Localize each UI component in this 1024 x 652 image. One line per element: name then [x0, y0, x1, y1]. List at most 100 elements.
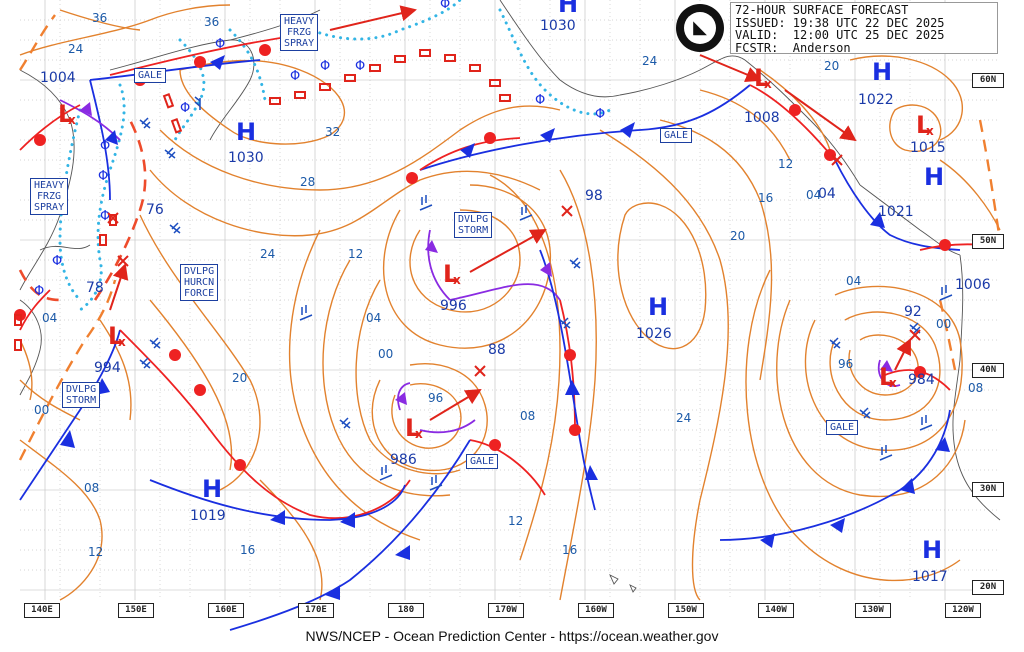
- svg-text:H: H: [922, 536, 942, 564]
- svg-text:Φ: Φ: [290, 69, 300, 84]
- forecast-value: 78: [86, 280, 104, 296]
- fronts: [19, 34, 986, 631]
- isobar-label: 12: [778, 157, 793, 171]
- latitude-label: 50N: [972, 234, 1004, 249]
- svg-text:H: H: [202, 475, 222, 503]
- isobar-label: 00: [378, 347, 393, 361]
- svg-text:x: x: [118, 335, 126, 349]
- isobar-label: 20: [824, 59, 839, 73]
- forecast-value: 04: [818, 186, 836, 202]
- header-forecaster: FCSTR: Anderson: [735, 40, 851, 55]
- isobar-label: 08: [84, 481, 99, 495]
- isobar-label: 36: [204, 15, 219, 29]
- wind-barbs: [139, 96, 953, 491]
- isobar-label: 04: [42, 311, 57, 325]
- pressure-value: 1019: [190, 508, 226, 524]
- pressure-value: 1030: [228, 150, 264, 166]
- svg-text:Φ: Φ: [355, 59, 365, 74]
- svg-text:H: H: [558, 0, 578, 18]
- isobar-label: 20: [730, 229, 745, 243]
- warning-developing-storm: DVLPG STORM: [454, 212, 493, 238]
- svg-text:H: H: [236, 118, 256, 146]
- latitude-label: 40N: [972, 363, 1004, 378]
- svg-text:Φ: Φ: [98, 169, 108, 184]
- isobar-label: 00: [34, 403, 49, 417]
- isobar-label: 24: [68, 42, 83, 56]
- svg-text:Φ: Φ: [34, 284, 44, 299]
- isobar-label: 16: [240, 543, 255, 557]
- pressure-value: 1030: [540, 18, 576, 34]
- pressure-value: 1006: [955, 277, 991, 293]
- svg-text:H: H: [872, 58, 892, 86]
- warning-heavy-freezing-spray: HEAVY FRZG SPRAY: [280, 14, 319, 51]
- svg-text:L: L: [108, 322, 123, 350]
- isobar-label: 16: [562, 543, 577, 557]
- svg-text:x: x: [889, 376, 897, 390]
- isobar-label: 00: [936, 317, 951, 331]
- pressure-value: 1008: [744, 110, 780, 126]
- svg-text:x: x: [926, 124, 934, 138]
- svg-text:x: x: [68, 113, 76, 127]
- header-issued: ISSUED: 19:38 UTC 22 DEC 2025: [735, 15, 945, 30]
- longitude-label: 120W: [945, 603, 981, 618]
- longitude-label: 140E: [24, 603, 60, 618]
- pressure-value: 996: [440, 298, 467, 314]
- isobar-label: 12: [88, 545, 103, 559]
- longitude-label: 140W: [758, 603, 794, 618]
- svg-text:Φ: Φ: [595, 107, 605, 122]
- isobar-label: 08: [520, 409, 535, 423]
- svg-text:L: L: [405, 414, 420, 442]
- warning-gale: GALE: [466, 454, 499, 469]
- isobar-label: 24: [260, 247, 275, 261]
- isobar-label: 08: [968, 381, 983, 395]
- svg-text:H: H: [924, 163, 944, 191]
- longitude-label: 170E: [298, 603, 334, 618]
- pressure-value: 1015: [910, 140, 946, 156]
- svg-text:Φ: Φ: [215, 37, 225, 52]
- svg-text:L: L: [58, 100, 73, 128]
- coastlines: [19, 0, 1001, 593]
- pressure-value: 1022: [858, 92, 894, 108]
- troughs: [18, 14, 1002, 461]
- pressure-value: 984: [908, 372, 935, 388]
- forecast-x-marks: [107, 154, 921, 377]
- svg-text:Φ: Φ: [100, 139, 110, 154]
- longitude-label: 170W: [488, 603, 524, 618]
- longitude-label: 160W: [578, 603, 614, 618]
- low-symbols: Lx Lx Lx Lx Lx Lx Lx: [58, 64, 934, 442]
- svg-text:L: L: [443, 260, 458, 288]
- latitude-label: 30N: [972, 482, 1004, 497]
- isobar-label: 96: [838, 357, 853, 371]
- forecast-value: 88: [488, 342, 506, 358]
- svg-text:x: x: [764, 77, 772, 91]
- longitude-label: 130W: [855, 603, 891, 618]
- isobar-label: 96: [428, 391, 443, 405]
- isobar-label: 20: [232, 371, 247, 385]
- noaa-bird-icon: ◣: [693, 17, 707, 38]
- svg-text:L: L: [754, 64, 769, 92]
- isobar-label: 04: [806, 188, 821, 202]
- storm-track-arrows: [109, 5, 911, 421]
- isobar-label: 16: [758, 191, 773, 205]
- isobar-label: 36: [92, 11, 107, 25]
- longitude-label: 180: [388, 603, 424, 618]
- isobar-label: 12: [508, 514, 523, 528]
- latitude-label: 60N: [972, 73, 1004, 88]
- forecast-value: 98: [585, 188, 603, 204]
- warning-gale: GALE: [660, 128, 693, 143]
- latitude-label: 20N: [972, 580, 1004, 595]
- isobar-label: 12: [348, 247, 363, 261]
- pressure-value: 986: [390, 452, 417, 468]
- forecast-header: 72-HOUR SURFACE FORECAST ISSUED: 19:38 U…: [730, 2, 998, 54]
- svg-text:Φ: Φ: [535, 93, 545, 108]
- warning-heavy-freezing-spray: HEAVY FRZG SPRAY: [30, 178, 69, 215]
- isobar-label: 24: [676, 411, 691, 425]
- longitude-label: 150W: [668, 603, 704, 618]
- header-title: 72-HOUR SURFACE FORECAST: [735, 3, 909, 17]
- forecast-value: 92: [904, 304, 922, 320]
- forecast-position-values: 98 88 92 76 78 04: [86, 186, 922, 358]
- svg-text:L: L: [879, 363, 894, 391]
- header-valid: VALID: 12:00 UTC 25 DEC 2025: [735, 28, 945, 42]
- pressure-values: 1030 1030 1022 1021 1026 1019 1017 1004 …: [40, 18, 991, 585]
